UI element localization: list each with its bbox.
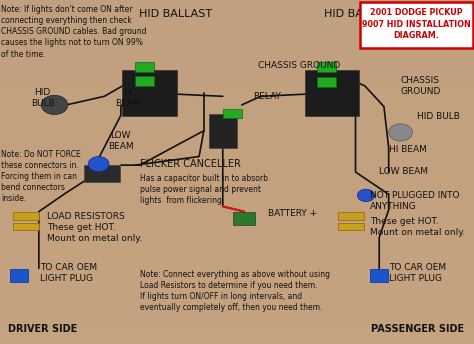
- Bar: [209, 114, 237, 148]
- Text: 2001 DODGE PICKUP
9007 HID INSTALLATION
DIAGRAM.: 2001 DODGE PICKUP 9007 HID INSTALLATION …: [362, 8, 471, 40]
- Circle shape: [357, 189, 374, 202]
- Bar: [10, 269, 28, 282]
- Bar: [370, 269, 388, 282]
- Text: Has a capacitor built in to absorb
pulse power signal and prevent
lights  from f: Has a capacitor built in to absorb pulse…: [140, 174, 268, 205]
- Bar: [223, 109, 242, 118]
- Text: RELAY: RELAY: [254, 92, 282, 101]
- Text: LOW BEAM: LOW BEAM: [379, 168, 428, 176]
- Bar: [317, 77, 336, 87]
- Bar: [317, 62, 336, 72]
- Circle shape: [88, 157, 109, 172]
- Text: BATTERY +: BATTERY +: [268, 209, 317, 218]
- FancyBboxPatch shape: [360, 2, 473, 48]
- Text: These get HOT.
Mount on metal only.: These get HOT. Mount on metal only.: [370, 217, 465, 237]
- Text: PASSENGER SIDE: PASSENGER SIDE: [371, 323, 464, 334]
- Text: NOT PLUGGED INTO
ANYTHING: NOT PLUGGED INTO ANYTHING: [370, 191, 459, 211]
- Bar: [13, 212, 39, 220]
- Bar: [337, 212, 364, 220]
- Bar: [233, 212, 255, 225]
- Text: HID
BULB: HID BULB: [31, 88, 55, 108]
- Text: FLICKER CANCELLER: FLICKER CANCELLER: [140, 159, 241, 169]
- Text: HI
BEAM: HI BEAM: [115, 88, 141, 108]
- Bar: [135, 76, 154, 86]
- Bar: [304, 69, 359, 116]
- Text: Note: Do NOT FORCE
these connectors in.
Forcing them in can
bend connectors
insi: Note: Do NOT FORCE these connectors in. …: [1, 150, 81, 203]
- Bar: [122, 69, 176, 116]
- Circle shape: [389, 124, 412, 141]
- Text: CHASSIS
GROUND: CHASSIS GROUND: [401, 76, 441, 96]
- Text: DRIVER SIDE: DRIVER SIDE: [8, 323, 77, 334]
- Bar: [135, 62, 154, 72]
- Circle shape: [41, 95, 68, 115]
- Text: Note: Connect everything as above without using
Load Resistors to determine if y: Note: Connect everything as above withou…: [140, 270, 330, 312]
- Bar: [84, 165, 119, 182]
- Text: LOAD RESISTORS
These get HOT.
Mount on metal only.: LOAD RESISTORS These get HOT. Mount on m…: [47, 212, 143, 243]
- Text: TO CAR OEM
LIGHT PLUG: TO CAR OEM LIGHT PLUG: [40, 263, 98, 283]
- Text: LOW
BEAM: LOW BEAM: [108, 131, 134, 151]
- Text: HI BEAM: HI BEAM: [389, 145, 427, 154]
- Text: HID BALLATS: HID BALLATS: [324, 9, 396, 19]
- Text: HID BULB: HID BULB: [417, 112, 460, 121]
- Bar: [13, 223, 39, 230]
- Bar: [337, 223, 364, 230]
- Text: HID BALLAST: HID BALLAST: [139, 9, 212, 19]
- Text: CHASSIS GROUND: CHASSIS GROUND: [258, 61, 341, 70]
- Text: TO CAR OEM
LIGHT PLUG: TO CAR OEM LIGHT PLUG: [389, 263, 446, 283]
- Text: Note: If lights don't come ON after
connecting everything then check
CHASSIS GRO: Note: If lights don't come ON after conn…: [1, 5, 146, 58]
